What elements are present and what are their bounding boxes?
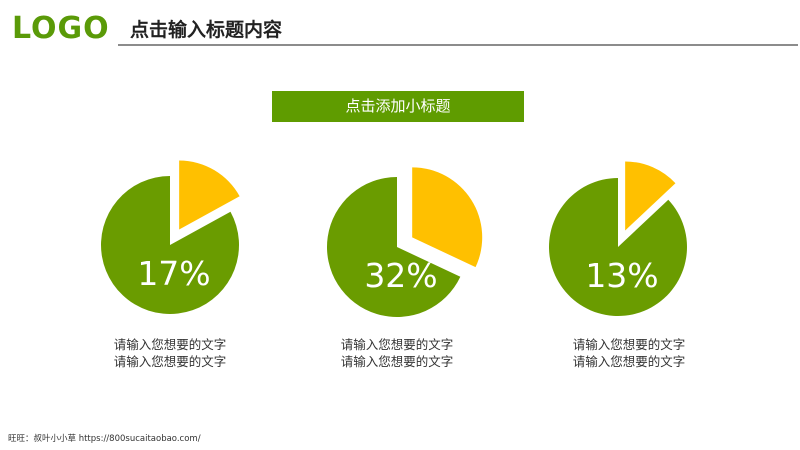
pie-slice-rest-2	[326, 177, 461, 317]
subtitle-bar[interactable]: 点击添加小标题	[272, 91, 524, 122]
pie-slice-highlight-2	[412, 167, 483, 268]
pie-description-2: 请输入您想要的文字 请输入您想要的文字	[297, 336, 497, 370]
description-line: 请输入您想要的文字	[340, 337, 454, 352]
pie-percent-label-3: 13%	[585, 256, 658, 295]
pie-slice-highlight-1	[179, 160, 240, 230]
pie-description-3: 请输入您想要的文字 请输入您想要的文字	[529, 336, 729, 370]
page-title: 点击输入标题内容	[130, 19, 283, 41]
description-line: 请输入您想要的文字	[113, 337, 227, 352]
header-divider	[118, 44, 798, 46]
pie-slice-rest-1	[101, 176, 240, 314]
pie-percent-label-1: 17%	[137, 254, 210, 293]
pie-chart-1[interactable]: 17%	[101, 160, 240, 314]
description-line: 请输入您想要的文字	[340, 354, 454, 369]
pie-slice-highlight-3	[625, 161, 676, 231]
description-line: 请输入您想要的文字	[113, 354, 227, 369]
pie-slice-rest-3	[548, 178, 687, 317]
pie-chart-3[interactable]: 13%	[548, 161, 687, 317]
pie-chart-2[interactable]: 32%	[326, 167, 483, 317]
pie-percent-label-2: 32%	[364, 256, 437, 295]
description-line: 请输入您想要的文字	[572, 337, 686, 352]
description-line: 请输入您想要的文字	[572, 354, 686, 369]
pie-description-1: 请输入您想要的文字 请输入您想要的文字	[70, 336, 270, 370]
footer-credit: 旺旺：叔叶小小草 https://800sucaitaobao.com/	[8, 434, 201, 444]
logo: LOGO	[12, 11, 110, 46]
